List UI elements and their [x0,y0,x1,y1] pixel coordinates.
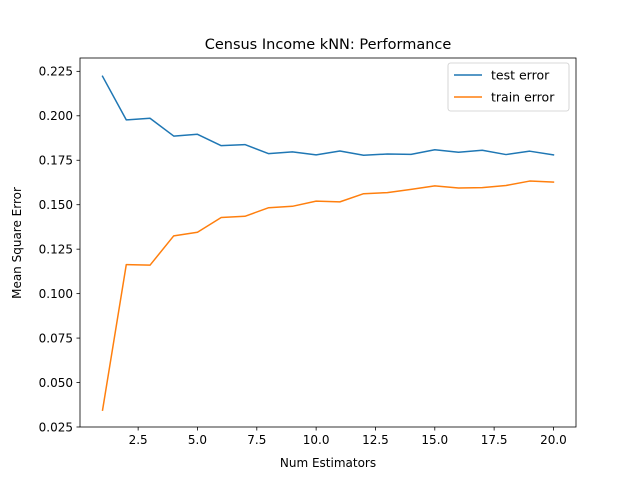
x-tick-label: 7.5 [247,433,266,447]
y-tick-label: 0.100 [39,287,73,301]
chart-title: Census Income kNN: Performance [205,37,452,53]
y-tick-label: 0.050 [39,376,73,390]
y-tick-label: 0.175 [39,154,73,168]
x-tick-label: 17.5 [481,433,508,447]
series-line-0 [101,75,555,157]
x-tick-label: 15.0 [421,433,448,447]
x-tick-label: 5.0 [188,433,207,447]
y-tick-label: 0.075 [39,331,73,345]
x-tick-label: 20.0 [540,433,567,447]
x-tick-label: 10.0 [303,433,330,447]
x-tick-label: 2.5 [129,433,148,447]
y-axis-label: Mean Square Error [10,187,24,299]
y-tick-label: 0.200 [39,109,73,123]
legend: test error train error [447,62,570,112]
x-axis-label: Num Estimators [280,456,376,470]
plot-area: 2.5 5.0 7.5 10.0 12.5 15.0 17.5 20.0 0.025 0.050 0… [39,57,577,447]
x-tick-label: 12.5 [362,433,389,447]
y-tick-label: 0.225 [39,65,73,79]
legend-label-0: test error [491,68,550,83]
y-tick-label: 0.125 [39,242,73,256]
legend-label-1: train error [491,90,555,105]
axes-frame [79,57,577,428]
series-line-1 [101,180,555,411]
y-tick-label: 0.025 [39,420,73,434]
y-tick-label: 0.150 [39,198,73,212]
